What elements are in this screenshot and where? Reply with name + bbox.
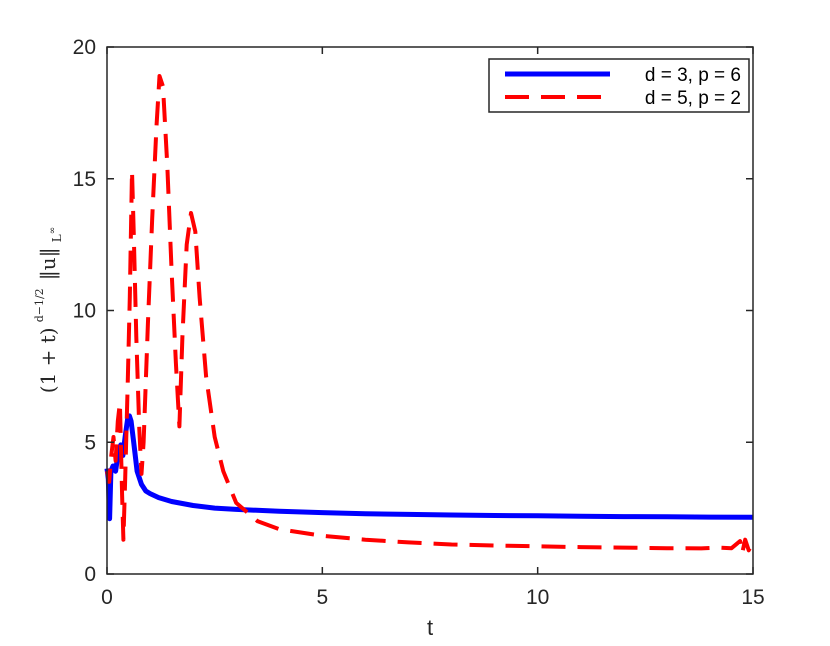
x-tick-label: 10 <box>526 586 549 609</box>
plot-area <box>107 47 753 574</box>
legend: d = 3, p = 6 d = 5, p = 2 <box>488 58 750 113</box>
plot-background <box>107 47 753 574</box>
series-line-2 <box>105 74 755 555</box>
y-tick-label: 0 <box>84 563 96 586</box>
y-tick-label: 15 <box>73 168 96 191</box>
x-tick-label: 5 <box>316 586 328 609</box>
y-axis-label: (1 + t) d−1/2 ‖u‖ L∞ <box>28 227 64 393</box>
y-tick-label: 10 <box>73 300 96 323</box>
y-label-norm: ‖u‖ <box>36 247 61 280</box>
series-layer <box>104 74 755 555</box>
x-axis-label: t <box>427 615 433 640</box>
x-tick-label: 0 <box>101 586 113 609</box>
ticks-layer: 0 5 10 15 0 5 10 15 20 <box>73 36 765 609</box>
y-tick-label: 20 <box>73 36 96 59</box>
y-tick-label: 5 <box>84 431 96 454</box>
y-label-subscript: L∞ <box>48 227 64 242</box>
y-label-exponent: d−1/2 <box>33 288 46 322</box>
svg-text:(1 + t) d−1/2 ‖u‖: (1 + t) d−1/2 ‖u‖ L∞ <box>28 227 64 393</box>
legend-label-series-1: d = 3, p = 6 <box>645 65 741 86</box>
legend-box <box>488 58 750 113</box>
x-tick-label: 15 <box>741 586 764 609</box>
y-label-prefix: (1 + t) <box>36 327 60 393</box>
legend-label-series-2: d = 5, p = 2 <box>645 88 741 109</box>
